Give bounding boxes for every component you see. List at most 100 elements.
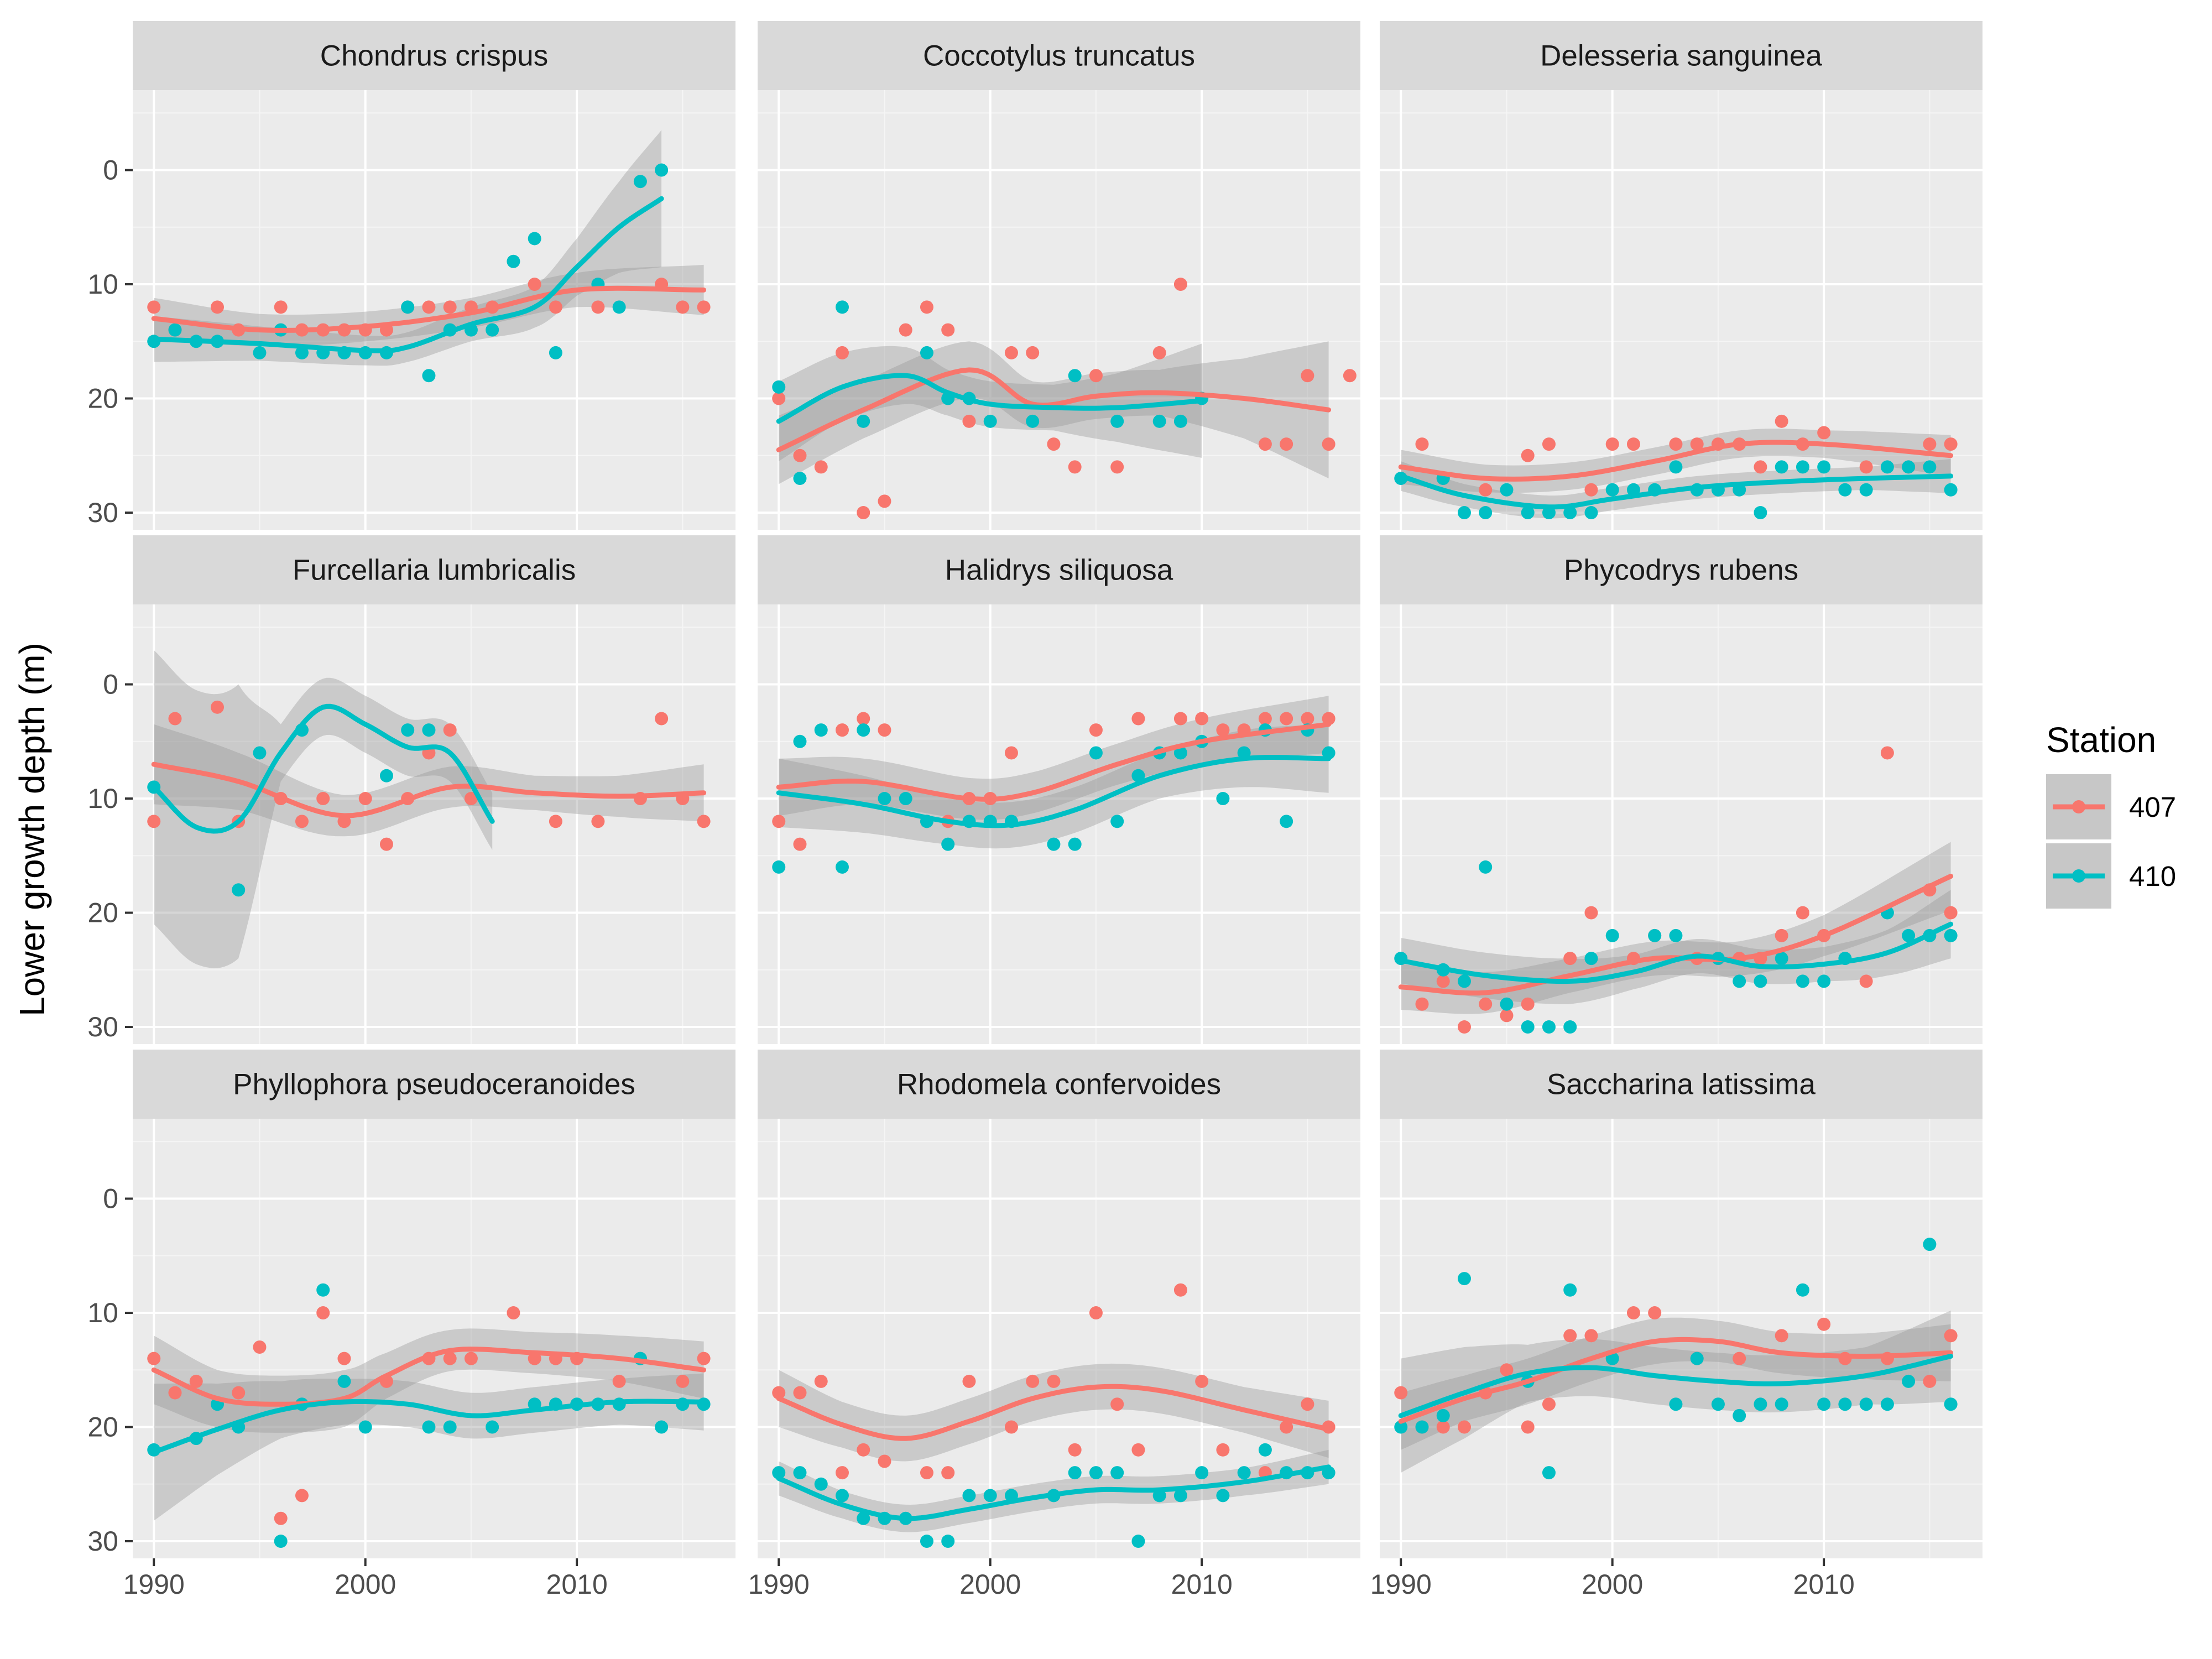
y-tick-label: 10 — [87, 269, 118, 300]
point-407 — [1110, 1397, 1124, 1411]
panel-background — [758, 604, 1360, 1044]
point-410 — [1733, 974, 1746, 988]
point-407 — [316, 792, 330, 806]
point-410 — [1457, 974, 1471, 988]
point-410 — [1415, 1420, 1429, 1434]
point-407 — [1457, 1420, 1471, 1434]
point-410 — [1258, 1443, 1272, 1457]
point-410 — [1796, 974, 1809, 988]
point-410 — [1089, 1466, 1103, 1480]
x-tick-label: 2000 — [1582, 1569, 1643, 1600]
point-407 — [422, 300, 436, 314]
point-407 — [464, 792, 478, 806]
strip-halidrys-siliquosa — [758, 535, 1360, 604]
point-407 — [941, 323, 955, 337]
point-410 — [1859, 483, 1873, 497]
point-410 — [612, 300, 626, 314]
x-tick-label: 2010 — [1171, 1569, 1233, 1600]
point-407 — [1195, 712, 1209, 726]
point-407 — [189, 1374, 203, 1388]
y-tick-label: 0 — [103, 155, 118, 186]
point-410 — [1110, 1466, 1124, 1480]
point-407 — [1817, 1317, 1831, 1331]
point-407 — [1131, 712, 1145, 726]
point-410 — [1754, 1397, 1767, 1411]
point-407 — [1584, 906, 1598, 920]
point-410 — [1521, 506, 1535, 520]
point-410 — [655, 163, 669, 177]
point-407 — [1068, 460, 1082, 474]
point-407 — [168, 712, 182, 726]
panel-chondrus-crispus: Chondrus crispus 0 10 20 30 — [87, 21, 735, 530]
point-410 — [1110, 815, 1124, 828]
point-410 — [232, 883, 246, 897]
point-410 — [1669, 1397, 1683, 1411]
point-407 — [835, 346, 849, 359]
point-407 — [1923, 437, 1937, 451]
confidence-band-410 — [1401, 890, 1951, 1004]
panel-background — [758, 90, 1360, 530]
point-407 — [1542, 437, 1556, 451]
point-410 — [1068, 837, 1082, 851]
point-410 — [1542, 1020, 1556, 1034]
point-407 — [1258, 712, 1272, 726]
point-407 — [1394, 1386, 1408, 1400]
point-407 — [1152, 346, 1166, 359]
point-407 — [1280, 712, 1293, 726]
panel-background — [758, 1119, 1360, 1558]
point-407 — [1047, 1374, 1061, 1388]
point-407 — [443, 1352, 457, 1365]
point-407 — [1301, 712, 1314, 726]
point-410 — [1500, 997, 1514, 1011]
point-407 — [1195, 1374, 1209, 1388]
plot-area — [147, 130, 711, 383]
point-410 — [486, 323, 499, 337]
legend-key-point — [2072, 800, 2085, 813]
strip-label: Phycodrys rubens — [1564, 554, 1798, 587]
strip-label: Coccotylus truncatus — [923, 40, 1195, 72]
point-407 — [1004, 1420, 1018, 1434]
point-407 — [857, 1443, 870, 1457]
point-407 — [1880, 746, 1894, 760]
plot-area — [772, 1283, 1335, 1548]
point-410 — [1563, 1283, 1577, 1297]
point-410 — [772, 860, 786, 874]
point-407 — [878, 1454, 891, 1468]
point-407 — [772, 1386, 786, 1400]
point-407 — [1944, 1329, 1958, 1343]
point-407 — [1817, 426, 1831, 440]
x-tick-label: 1990 — [1370, 1569, 1432, 1600]
point-407 — [878, 723, 891, 737]
point-407 — [1733, 1352, 1746, 1365]
confidence-band-407 — [1401, 842, 1951, 1014]
point-407 — [1626, 437, 1640, 451]
point-407 — [697, 1352, 711, 1365]
point-407 — [941, 1466, 955, 1480]
x-tick-label: 2000 — [959, 1569, 1021, 1600]
point-407 — [1089, 723, 1103, 737]
point-407 — [1301, 369, 1314, 383]
point-407 — [549, 300, 562, 314]
point-407 — [295, 815, 309, 828]
point-407 — [1479, 483, 1493, 497]
point-410 — [772, 1466, 786, 1480]
smooth-line-410 — [776, 1464, 1332, 1521]
point-407 — [1605, 437, 1619, 451]
point-410 — [1817, 974, 1831, 988]
point-407 — [1775, 1329, 1788, 1343]
y-tick-label: 30 — [87, 1526, 118, 1557]
y-tick-label: 30 — [87, 1011, 118, 1042]
point-407 — [1322, 712, 1335, 726]
point-407 — [337, 815, 351, 828]
smooth-line-407 — [776, 367, 1332, 452]
point-410 — [1068, 369, 1082, 383]
point-410 — [1902, 1374, 1916, 1388]
panel-background — [133, 1119, 735, 1558]
point-410 — [835, 860, 849, 874]
smooth-line-407 — [776, 722, 1332, 802]
strip-rhodomela-confervoides — [758, 1050, 1360, 1119]
plot-area — [147, 1283, 711, 1548]
point-410 — [274, 1535, 288, 1548]
point-410 — [1216, 792, 1230, 806]
point-410 — [1944, 483, 1958, 497]
